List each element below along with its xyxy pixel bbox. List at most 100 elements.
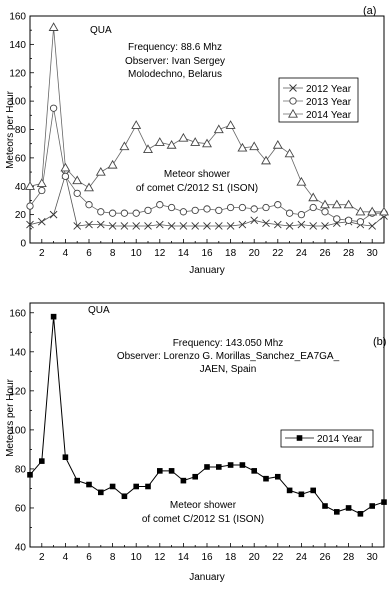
panel-a-point-2013-year — [156, 201, 164, 209]
panel-a-point-2013-year — [49, 104, 58, 112]
panel-b-point-2014-year — [39, 458, 45, 464]
panel-a-legend-markers — [283, 84, 303, 118]
panel-b-xtick-label: 18 — [225, 552, 237, 563]
panel-b-frequency: Frequency: 143.050 Mhz — [173, 338, 284, 349]
panel-a-point-2013-year — [215, 206, 223, 215]
panel-a-xtick-label: 10 — [131, 248, 143, 259]
panel-b-xtick-label: 20 — [249, 552, 261, 563]
panel-a-point-2012-year — [49, 210, 58, 219]
panel-a-frequency: Frequency: 88.6 Mhz — [128, 42, 222, 53]
panel-a-point-2014-year — [355, 206, 366, 216]
panel-a-point-2012-year — [321, 222, 329, 230]
panel-b-legend-2014-label: 2014 Year — [317, 434, 363, 445]
panel-b-point-2014-year — [180, 477, 187, 484]
panel-b-point-2014-year — [50, 313, 57, 320]
panel-b-point-2014-year — [204, 464, 210, 470]
panel-a-point-2014-year — [36, 178, 47, 188]
panel-a-point-2012-year — [167, 222, 176, 230]
panel-a-point-2012-year — [120, 222, 129, 230]
panel-a-point-2013-year — [309, 203, 317, 212]
panel-b-point-2014-year — [74, 477, 80, 484]
panel-a-point-2014-year — [202, 138, 212, 148]
panel-b-point-2014-year — [298, 491, 305, 498]
panel-a-point-2013-year — [274, 201, 282, 209]
panel-a-xtick-label: 28 — [343, 248, 355, 259]
panel-b-point-2014-year — [216, 464, 222, 470]
panel-b-shower-line1: Meteor shower — [170, 500, 237, 511]
panel-b-ytick-label: 160 — [9, 308, 26, 319]
panel-b-ytick-label: 40 — [15, 543, 27, 554]
panel-a-legend-2014-label: 2014 Year — [306, 110, 352, 121]
panel-b-point-2014-year — [286, 487, 293, 494]
panel-a-yticks: 0 20 40 60 80 100 120 140 160 — [9, 12, 34, 250]
panel-a-point-2014-year — [320, 199, 330, 209]
panel-a-point-2014-year — [166, 139, 177, 149]
panel-b-point-2014-year — [227, 462, 234, 468]
panel-b-xtick-label: 24 — [296, 552, 308, 563]
panel-a-point-2013-year — [132, 209, 140, 217]
panel-b-label: (b) — [373, 336, 386, 348]
panel-b-location: JAEN, Spain — [200, 364, 257, 375]
panel-b-point-2014-year — [381, 499, 387, 505]
panel-b-point-2014-year — [275, 473, 281, 480]
panel-a-point-2012-year — [132, 222, 141, 230]
panel-a-point-2014-year — [84, 182, 94, 192]
panel-a-point-2014-year — [25, 181, 35, 190]
panel-a-point-2013-year — [120, 209, 129, 217]
panel-a-point-2013-year — [250, 205, 258, 213]
panel-a-point-2014-year — [308, 192, 319, 202]
panel-a-observer: Observer: Ivan Sergey — [125, 56, 225, 67]
panel-a-point-2014-year — [48, 22, 59, 31]
panel-a-ytick-label: 80 — [15, 125, 27, 136]
panel-a-point-2014-year — [343, 199, 354, 209]
panel-b-xtick-label: 16 — [201, 552, 213, 563]
panel-b-xtick-label: 12 — [154, 552, 166, 563]
panel-a-point-2014-year — [72, 175, 83, 185]
panel-a-point-2012-year — [238, 220, 247, 229]
panel-a-legend-2012-label: 2012 Year — [306, 84, 352, 95]
panel-a-xtick-label: 4 — [63, 248, 69, 259]
panel-b-point-2014-year — [157, 468, 163, 474]
panel-a-point-2012-year — [262, 219, 270, 227]
panel-b-point-2014-year — [109, 483, 116, 490]
panel-a-point-2013-year — [97, 208, 105, 216]
panel-b-point-2014-year — [345, 505, 352, 511]
panel-a-point-2013-year — [203, 205, 211, 213]
panel-a-point-2014-year — [95, 166, 106, 176]
panel-b-point-2014-year — [145, 483, 151, 490]
panel-a-ytick-label: 100 — [9, 97, 26, 108]
panel-b-series — [27, 313, 387, 517]
panel-a-xtick-label: 24 — [296, 248, 308, 259]
panel-a-point-2014-year — [143, 144, 153, 153]
panel-a-xtick-label: 6 — [86, 248, 92, 259]
panel-b-shower-line2: of comet C/2012 S1 (ISON) — [142, 514, 264, 525]
panel-b-point-2014-year — [27, 471, 33, 478]
panel-a-ytick-label: 0 — [20, 239, 26, 250]
panel-a-series — [25, 22, 389, 230]
panel-a-xtick-label: 22 — [272, 248, 284, 259]
panel-b-xtick-label: 28 — [343, 552, 355, 563]
panel-a-point-2012-year — [297, 220, 306, 229]
panel-a-point-2013-year — [297, 210, 306, 219]
panel-a-point-2013-year — [238, 203, 247, 212]
panel-b-legend: 2014 Year — [280, 429, 374, 448]
panel-a-point-2012-year — [96, 220, 105, 229]
panel-b-xtick-label: 14 — [178, 552, 190, 563]
panel-a-xticks: 2 4 6 8 10 12 14 16 18 20 22 24 26 28 30 — [29, 239, 385, 259]
panel-a-xtick-label: 12 — [154, 248, 166, 259]
panel-a-point-2013-year — [73, 189, 81, 197]
panel-a-legend-marker — [288, 108, 298, 118]
panel-b-legend-markers — [285, 435, 314, 441]
panel-b-observer: Observer: Lorenzo G. Morillas_Sanchez_EA… — [117, 351, 340, 362]
panel-a-shower-line2: of comet C/2012 S1 (ISON) — [136, 183, 258, 194]
panel-a-point-2014-year — [60, 162, 71, 172]
panel-b-xlabel: January — [189, 572, 225, 583]
panel-a-shower-line1: Meteor shower — [164, 169, 231, 180]
panel-b-xtick-label: 22 — [272, 552, 284, 563]
panel-a-point-2012-year — [85, 220, 93, 229]
panel-a-point-2012-year — [179, 222, 188, 230]
panel-a-point-2014-year — [119, 141, 130, 151]
panel-a-point-2012-year — [309, 222, 318, 230]
